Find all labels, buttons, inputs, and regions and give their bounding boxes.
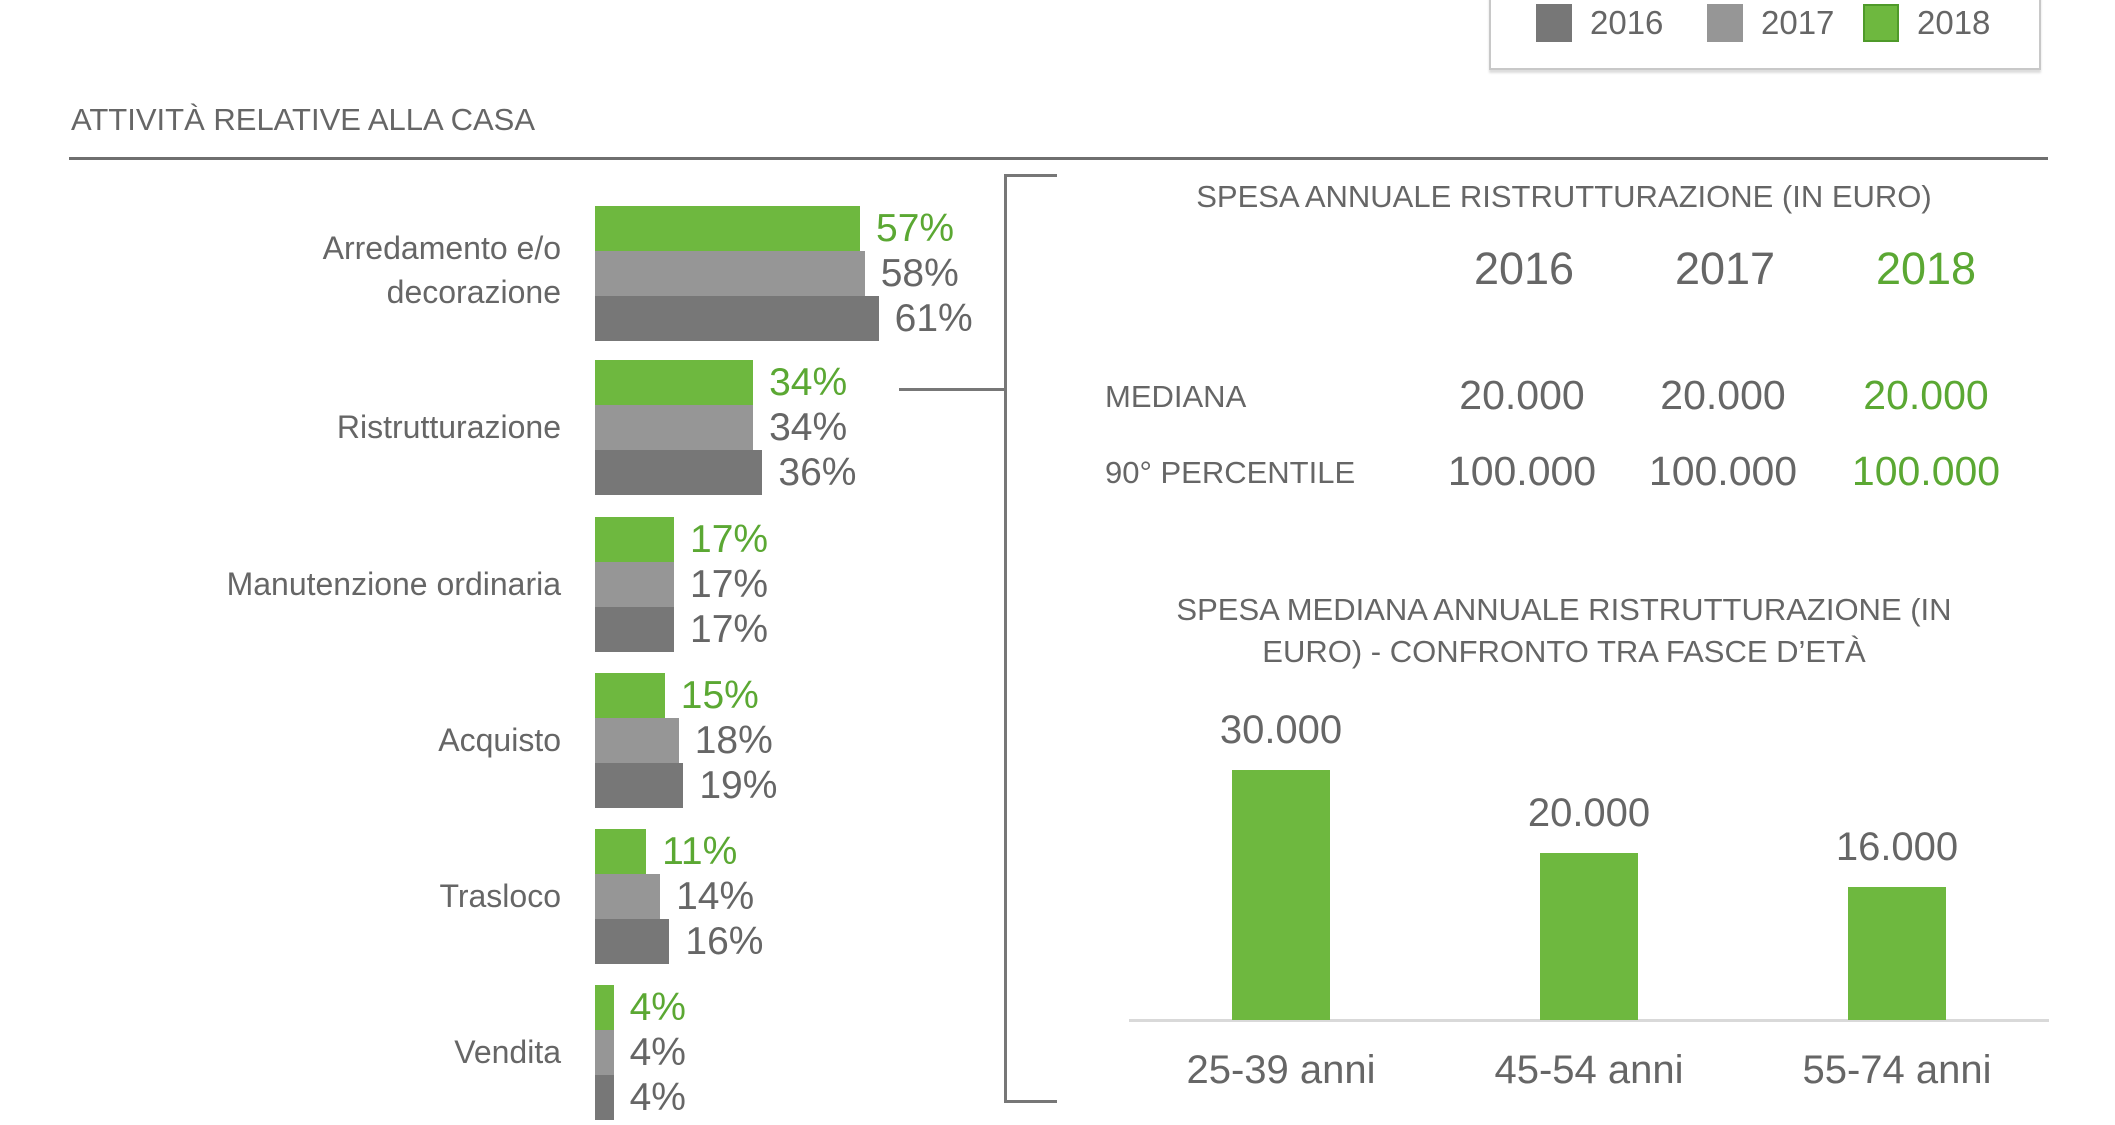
legend: 2016 2017 2018 bbox=[1489, 0, 2041, 70]
cell: 20.000 bbox=[1863, 372, 1989, 418]
bar-value-label: 11% bbox=[662, 830, 738, 873]
legend-item-2018: 2018 bbox=[1863, 4, 1990, 42]
bracket-line bbox=[1004, 174, 1007, 1103]
age-bar bbox=[1848, 886, 1946, 1020]
bar-2018 bbox=[595, 517, 675, 562]
bar-value-label: 15% bbox=[680, 674, 759, 717]
category-label: Manutenzione ordinaria bbox=[226, 566, 561, 602]
legend-item-2017: 2017 bbox=[1707, 4, 1834, 42]
bar-2016 bbox=[595, 296, 879, 341]
legend-item-2016: 2016 bbox=[1536, 4, 1663, 42]
row-label: 90° PERCENTILE bbox=[1105, 455, 1356, 490]
year-header: 2018 bbox=[1875, 243, 1977, 294]
legend-label: 2016 bbox=[1590, 4, 1664, 41]
age-chart-title-1: SPESA MEDIANA ANNUALE RISTRUTTURAZIONE (… bbox=[1176, 592, 1952, 627]
bar-value-label: 36% bbox=[778, 451, 857, 494]
category-label: Ristrutturazione bbox=[336, 409, 561, 445]
bar-2016 bbox=[595, 450, 763, 495]
legend-swatch bbox=[1863, 4, 1899, 42]
bar-value-label: 34% bbox=[769, 361, 848, 404]
category-label: Vendita bbox=[454, 1034, 561, 1070]
bar-value-label: 17% bbox=[690, 518, 769, 561]
bar-value-label: 16% bbox=[685, 920, 764, 963]
age-category-label: 45-54 anni bbox=[1494, 1048, 1684, 1092]
bar-value-label: 4% bbox=[629, 1076, 686, 1119]
legend-label: 2017 bbox=[1761, 4, 1835, 41]
bar-2016 bbox=[595, 1075, 614, 1120]
bar-2017 bbox=[595, 718, 679, 763]
bar-2017 bbox=[595, 251, 865, 296]
cell: 100.000 bbox=[1447, 448, 1597, 494]
legend-swatch bbox=[1707, 4, 1743, 42]
year-header: 2016 bbox=[1473, 243, 1575, 294]
bar-2017 bbox=[595, 1030, 614, 1075]
bar-value-label: 4% bbox=[629, 1031, 686, 1074]
bracket-bottom bbox=[1004, 1100, 1057, 1103]
bar-value-label: 61% bbox=[894, 297, 973, 340]
bar-2017 bbox=[595, 562, 675, 607]
age-category-label: 25-39 anni bbox=[1186, 1048, 1376, 1092]
bar-2018 bbox=[595, 360, 754, 405]
connector-line bbox=[899, 388, 1005, 391]
bar-value-label: 14% bbox=[676, 875, 755, 918]
age-bar-value: 30.000 bbox=[1219, 708, 1343, 752]
section-title: ATTIVITÀ RELATIVE ALLA CASA bbox=[71, 102, 536, 137]
age-bar-value: 16.000 bbox=[1835, 824, 1959, 869]
bar-2018 bbox=[595, 985, 614, 1030]
age-bar bbox=[1232, 770, 1330, 1020]
cell: 100.000 bbox=[1851, 448, 2001, 494]
bar-value-label: 4% bbox=[629, 986, 686, 1029]
age-bar bbox=[1540, 853, 1638, 1020]
bar-2017 bbox=[595, 405, 754, 450]
age-bar-value: 20.000 bbox=[1527, 791, 1651, 836]
category-label: Acquisto bbox=[438, 722, 561, 758]
bar-2018 bbox=[595, 829, 647, 874]
divider bbox=[69, 157, 2048, 160]
age-chart-axis bbox=[1129, 1019, 2049, 1022]
category-label: Arredamento e/o decorazione bbox=[322, 230, 561, 310]
bar-value-label: 17% bbox=[690, 608, 769, 651]
legend-label: 2018 bbox=[1917, 4, 1991, 41]
bar-value-label: 19% bbox=[699, 764, 778, 807]
legend-swatch bbox=[1536, 4, 1572, 42]
bar-2018 bbox=[595, 206, 861, 251]
bar-2016 bbox=[595, 763, 684, 808]
bar-2016 bbox=[595, 607, 675, 652]
bar-value-label: 18% bbox=[694, 719, 773, 762]
bar-value-label: 57% bbox=[876, 207, 955, 250]
age-chart-title-2: EURO) - CONFRONTO TRA FASCE D’ETÀ bbox=[1262, 634, 1866, 669]
category-label: Trasloco bbox=[439, 878, 561, 914]
bar-2018 bbox=[595, 673, 665, 718]
bar-value-label: 17% bbox=[690, 563, 769, 606]
bar-value-label: 34% bbox=[769, 406, 848, 449]
table-title: SPESA ANNUALE RISTRUTTURAZIONE (IN EURO) bbox=[1196, 179, 1932, 214]
cell: 20.000 bbox=[1660, 372, 1786, 418]
cell: 100.000 bbox=[1648, 448, 1798, 494]
cell: 20.000 bbox=[1459, 372, 1585, 418]
year-header: 2017 bbox=[1674, 243, 1776, 294]
bar-2016 bbox=[595, 919, 670, 964]
age-category-label: 55-74 anni bbox=[1802, 1048, 1992, 1092]
bar-2017 bbox=[595, 874, 661, 919]
row-label: MEDIANA bbox=[1105, 379, 1247, 414]
bar-value-label: 58% bbox=[880, 252, 959, 295]
bracket-top bbox=[1004, 174, 1057, 177]
